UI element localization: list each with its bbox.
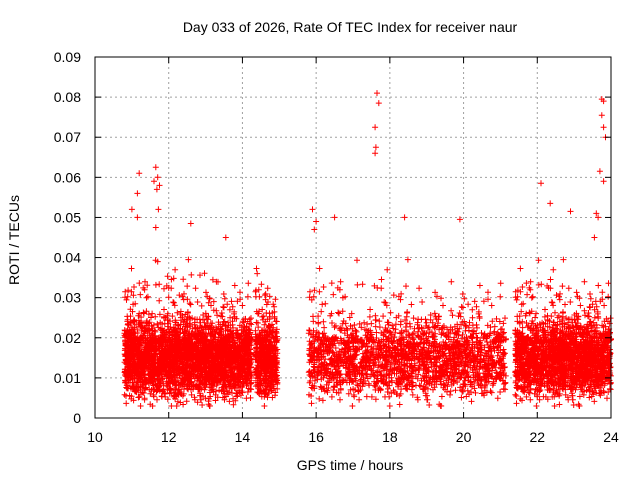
roti-point-cloud bbox=[121, 90, 614, 409]
x-tick-labels: 10 12 14 16 18 20 22 24 bbox=[87, 429, 619, 445]
x-tick-label: 14 bbox=[235, 429, 251, 445]
y-tick-label: 0.09 bbox=[54, 49, 81, 65]
y-tick-labels: 0 0.01 0.02 0.03 0.04 0.05 0.06 0.07 0.08 0.09 bbox=[54, 49, 81, 426]
y-tick-label: 0 bbox=[73, 410, 81, 426]
y-axis-label: ROTI / TECUs bbox=[6, 195, 22, 285]
x-tick-label: 24 bbox=[603, 429, 619, 445]
y-tick-label: 0.05 bbox=[54, 209, 81, 225]
x-tick-label: 22 bbox=[529, 429, 545, 445]
x-tick-label: 10 bbox=[87, 429, 103, 445]
y-tick-label: 0.03 bbox=[54, 290, 81, 306]
y-tick-label: 0.08 bbox=[54, 89, 81, 105]
y-tick-label: 0.04 bbox=[54, 250, 81, 266]
x-tick-label: 20 bbox=[456, 429, 472, 445]
x-axis-label: GPS time / hours bbox=[297, 457, 404, 473]
axis-ticks bbox=[94, 56, 612, 419]
x-tick-label: 18 bbox=[382, 429, 398, 445]
data-points bbox=[121, 90, 614, 409]
chart-title: Day 033 of 2026, Rate Of TEC Index for r… bbox=[183, 19, 518, 35]
y-tick-label: 0.07 bbox=[54, 129, 81, 145]
y-tick-label: 0.02 bbox=[54, 330, 81, 346]
y-tick-label: 0.01 bbox=[54, 370, 81, 386]
y-tick-label: 0.06 bbox=[54, 169, 81, 185]
plot-frame bbox=[94, 56, 612, 419]
x-tick-label: 12 bbox=[161, 429, 177, 445]
x-tick-label: 16 bbox=[308, 429, 324, 445]
